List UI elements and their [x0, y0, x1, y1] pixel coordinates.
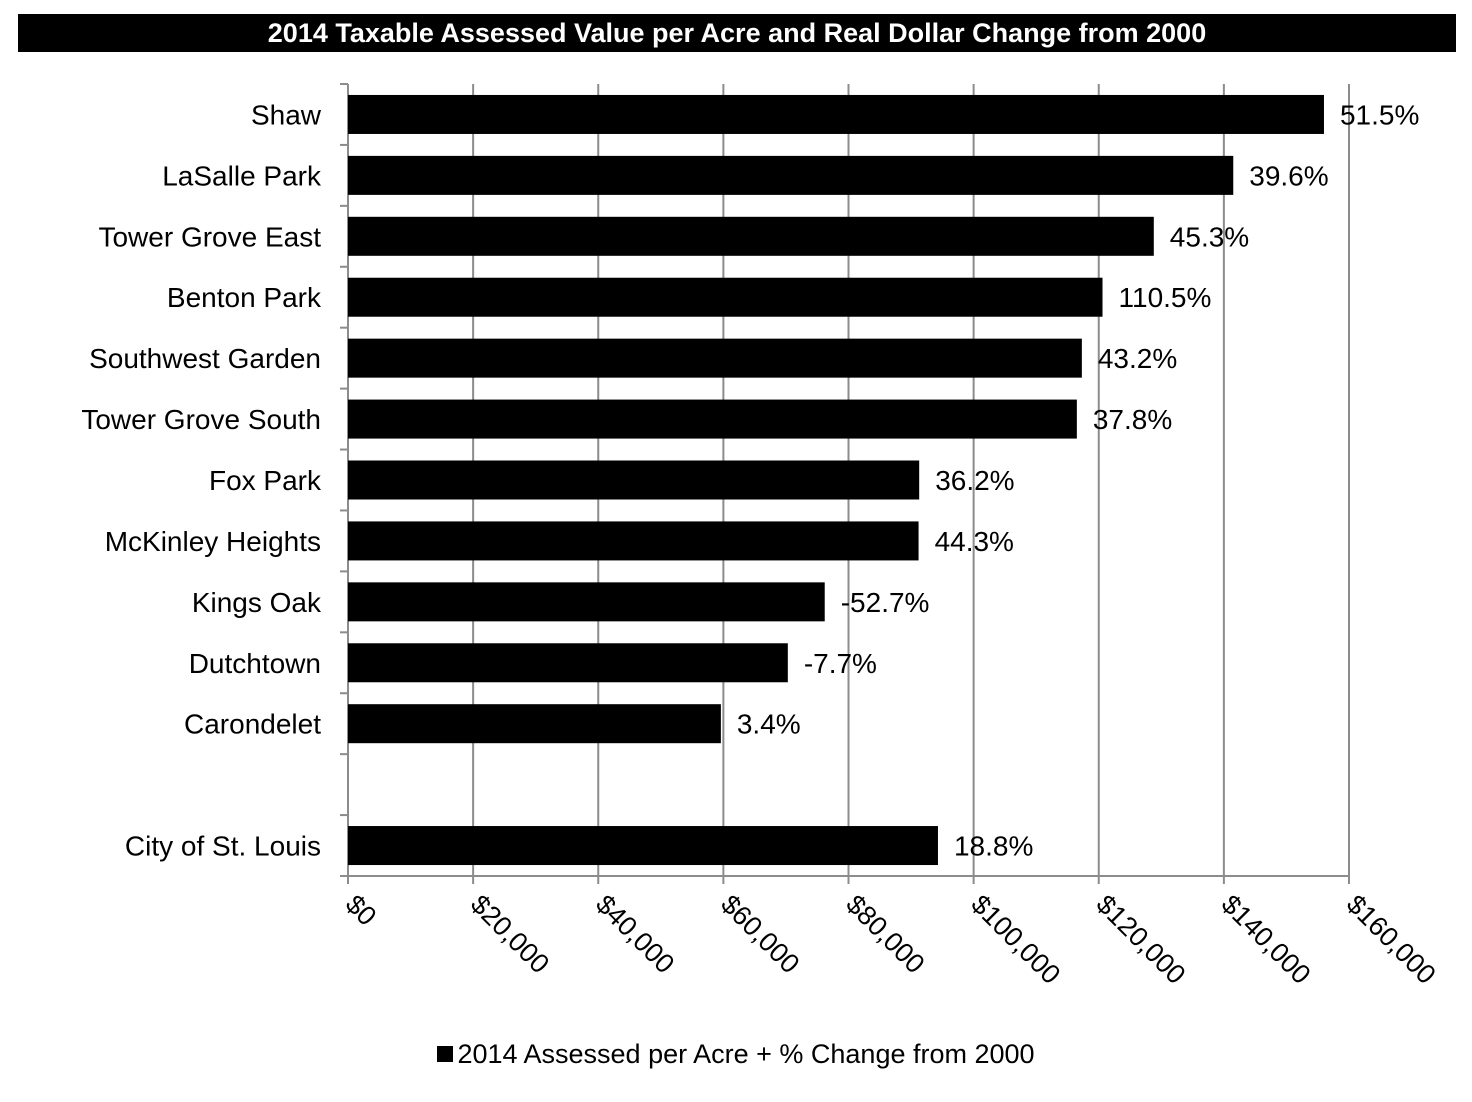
x-tick-label: $160,000 — [1341, 889, 1442, 990]
x-tick-label: $80,000 — [840, 889, 930, 979]
category-label: Shaw — [251, 99, 322, 130]
bar — [348, 399, 1077, 439]
data-label: 51.5% — [1340, 99, 1419, 130]
data-label: 36.2% — [935, 465, 1014, 496]
category-label: Fox Park — [209, 465, 322, 496]
category-label: Tower Grove East — [98, 221, 321, 252]
category-label: Dutchtown — [189, 648, 321, 679]
x-tick-label: $40,000 — [590, 889, 680, 979]
category-label: Southwest Garden — [89, 343, 321, 374]
data-labels: 51.5% 39.6%45.3% 110.5% 43.2% 37.8% 36.2% 44.3… — [737, 99, 1420, 861]
category-label: Tower Grove South — [81, 404, 321, 435]
x-tick-label: $140,000 — [1216, 889, 1317, 990]
legend-label: 2014 Assessed per Acre + % Change from 2… — [457, 1039, 1035, 1069]
bar — [348, 704, 721, 744]
bar — [348, 277, 1103, 317]
data-label: 37.8% — [1093, 404, 1172, 435]
data-label: 43.2% — [1098, 343, 1177, 374]
category-label: City of St. Louis — [125, 831, 321, 862]
legend-swatch — [437, 1046, 454, 1062]
bar — [348, 582, 825, 622]
category-label: Benton Park — [167, 282, 322, 313]
data-label: -52.7% — [841, 587, 930, 618]
x-tick-label: $0 — [340, 889, 382, 931]
bar — [348, 216, 1154, 256]
x-tick-label: $100,000 — [965, 889, 1066, 990]
x-tick-labels: $0 $20,000 $40,000 $60,000 $80,000 $100,000 $1… — [340, 889, 1442, 990]
data-label: 45.3% — [1170, 221, 1249, 252]
category-label: McKinley Heights — [105, 526, 321, 557]
legend: 2014 Assessed per Acre + % Change from 2… — [0, 1036, 1472, 1072]
bar — [348, 155, 1234, 195]
x-tick-label: $60,000 — [715, 889, 805, 979]
chart-title: 2014 Taxable Assessed Value per Acre and… — [18, 14, 1456, 52]
x-tick-label: $20,000 — [465, 889, 555, 979]
data-label: 39.6% — [1249, 160, 1328, 191]
data-label: 44.3% — [935, 526, 1014, 557]
bar — [348, 521, 919, 561]
bar — [348, 826, 938, 866]
data-label: 18.8% — [954, 831, 1033, 862]
category-label: LaSalle Park — [162, 160, 322, 191]
bars — [348, 94, 1324, 866]
bar — [348, 94, 1324, 134]
x-tick-label: $120,000 — [1091, 889, 1192, 990]
bar — [348, 460, 920, 500]
data-label: -7.7% — [804, 648, 877, 679]
category-labels: Shaw LaSalle Park Tower Grove East Benton P… — [81, 99, 322, 861]
data-label: 3.4% — [737, 709, 801, 740]
bar — [348, 643, 788, 683]
category-label: Kings Oak — [192, 587, 322, 618]
bar — [348, 338, 1082, 378]
bar-chart: 51.5% 39.6%45.3% 110.5% 43.2% 37.8% 36.2% 44.3… — [81, 83, 1442, 990]
data-label: 110.5% — [1119, 282, 1212, 313]
category-label: Carondelet — [184, 709, 321, 740]
